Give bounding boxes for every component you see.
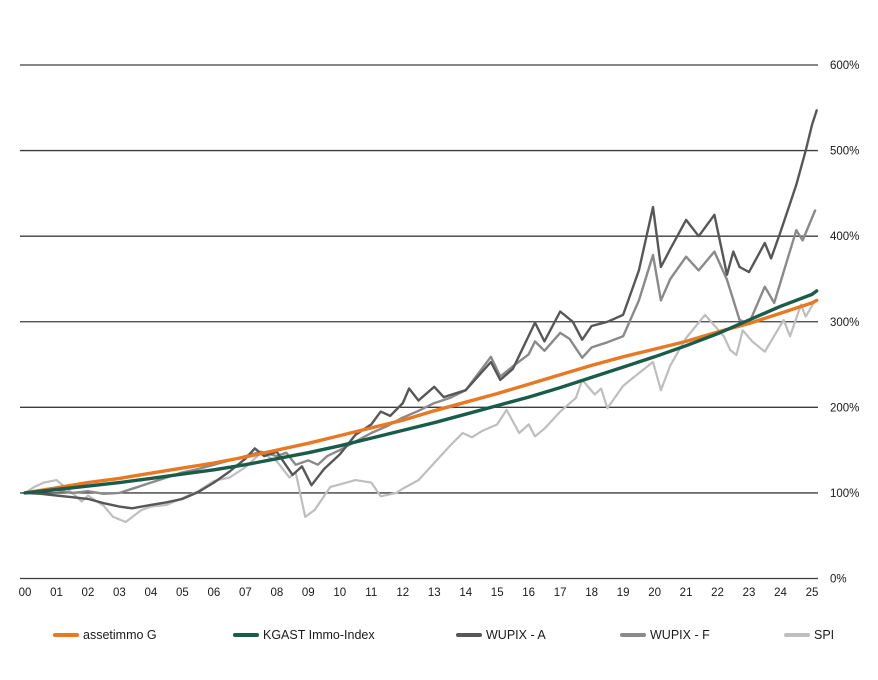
x-tick-label: 01: [50, 587, 63, 599]
legend-label: WUPIX - F: [650, 628, 710, 642]
x-tick-label: 22: [711, 587, 724, 599]
legend-swatch-icon: [233, 633, 259, 637]
legend-label: WUPIX - A: [486, 628, 546, 642]
x-tick-label: 20: [648, 587, 661, 599]
legend-item-kgast-immo-index: KGAST Immo-Index: [233, 628, 375, 642]
x-tick-label: 12: [396, 587, 409, 599]
x-tick-label: 16: [522, 587, 535, 599]
y-tick-label: 400%: [830, 231, 859, 243]
x-tick-label: 08: [270, 587, 283, 599]
x-tick-label: 02: [82, 587, 95, 599]
legend-item-spi: SPI: [784, 628, 834, 642]
x-tick-label: 09: [302, 587, 315, 599]
series-line-spi: [23, 299, 817, 524]
x-tick-label: 10: [333, 587, 346, 599]
y-tick-label: 0%: [830, 574, 847, 586]
x-tick-label: 23: [743, 587, 756, 599]
x-tick-label: 06: [207, 587, 220, 599]
y-tick-label: 500%: [830, 146, 859, 158]
series-line-wupix-a: [23, 109, 818, 510]
y-tick-label: 100%: [830, 488, 859, 500]
x-tick-label: 15: [491, 587, 504, 599]
x-tick-label: 13: [428, 587, 441, 599]
series-line-kgast-immo-index: [23, 289, 819, 495]
y-tick-label: 300%: [830, 317, 859, 329]
y-tick-label: 600%: [830, 60, 859, 72]
chart-legend: assetimmo G KGAST Immo-Index WUPIX - A WUPI…: [0, 622, 878, 662]
legend-item-wupix-a: WUPIX - A: [456, 628, 546, 642]
legend-item-wupix-f: WUPIX - F: [620, 628, 710, 642]
legend-swatch-icon: [620, 633, 646, 637]
x-tick-label: 07: [239, 587, 252, 599]
legend-item-assetimmo-g: assetimmo G: [53, 628, 157, 642]
legend-swatch-icon: [456, 633, 482, 637]
y-tick-label: 200%: [830, 402, 859, 414]
x-tick-label: 05: [176, 587, 189, 599]
x-tick-label: 03: [113, 587, 126, 599]
x-tick-label: 24: [774, 587, 787, 599]
legend-swatch-icon: [784, 633, 810, 637]
x-tick-label: 14: [459, 587, 472, 599]
x-tick-label: 18: [585, 587, 598, 599]
legend-swatch-icon: [53, 633, 79, 637]
x-tick-label: 17: [554, 587, 567, 599]
x-tick-label: 11: [365, 587, 377, 599]
x-tick-label: 21: [680, 587, 693, 599]
x-tick-label: 19: [617, 587, 630, 599]
series-line-wupix-f: [23, 209, 817, 495]
x-tick-label: 25: [806, 587, 819, 599]
chart-plot-area: 0% 100% 200% 300% 400% 500% 600% 00 01 02 03 04 05 06…: [19, 60, 860, 599]
legend-label: SPI: [814, 628, 835, 642]
legend-label: KGAST Immo-Index: [263, 628, 375, 642]
series-line-assetimmo-g: [23, 298, 819, 495]
legend-label: assetimmo G: [83, 628, 157, 642]
x-tick-label: 00: [19, 587, 32, 599]
x-tick-label: 04: [145, 587, 158, 599]
